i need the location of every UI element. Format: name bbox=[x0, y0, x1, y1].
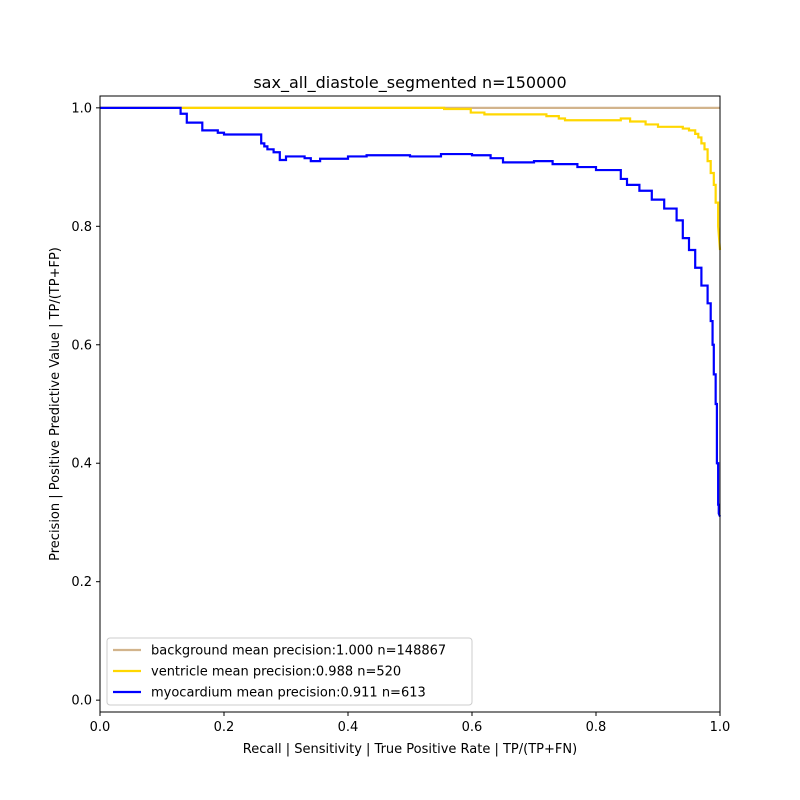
legend: background mean precision:1.000 n=148867… bbox=[106, 637, 473, 706]
y-tick-label: 0.4 bbox=[71, 457, 92, 472]
ventricle-series-line bbox=[100, 106, 722, 251]
plot-area bbox=[99, 95, 722, 713]
y-tick-label: 0.0 bbox=[71, 694, 92, 709]
y-tick-label: 0.6 bbox=[71, 338, 92, 353]
myocardium-legend-label: myocardium mean precision:0.911 n=613 bbox=[151, 686, 426, 701]
x-tick-label: 0.8 bbox=[586, 720, 607, 735]
legend-frame bbox=[106, 637, 473, 706]
x-axis-label: Recall | Sensitivity | True Positive Rat… bbox=[243, 742, 577, 757]
myocardium-series-line bbox=[100, 106, 722, 517]
chart-title: sax_all_diastole_segmented n=150000 bbox=[253, 73, 566, 93]
y-tick-label: 0.8 bbox=[71, 220, 92, 235]
x-tick-label: 0.0 bbox=[90, 720, 111, 735]
y-axis: 0.0 0.2 0.4 0.6 0.8 1.0 bbox=[71, 101, 100, 709]
x-tick-label: 0.4 bbox=[338, 720, 359, 735]
y-axis-label: Precision | Positive Predictive Value | … bbox=[48, 247, 63, 561]
x-tick-label: 0.6 bbox=[462, 720, 483, 735]
plot-frame bbox=[99, 95, 721, 713]
x-axis: 0.0 0.2 0.4 0.6 0.8 1.0 bbox=[90, 712, 731, 735]
x-tick-label: 1.0 bbox=[710, 720, 731, 735]
y-tick-label: 1.0 bbox=[71, 101, 92, 116]
y-tick-label: 0.2 bbox=[71, 575, 92, 590]
background-legend-label: background mean precision:1.000 n=148867 bbox=[151, 644, 446, 659]
legend-items: background mean precision:1.000 n=148867… bbox=[113, 644, 446, 701]
ventricle-legend-label: ventricle mean precision:0.988 n=520 bbox=[151, 665, 401, 680]
series-layer bbox=[100, 106, 722, 517]
x-tick-label: 0.2 bbox=[214, 720, 235, 735]
